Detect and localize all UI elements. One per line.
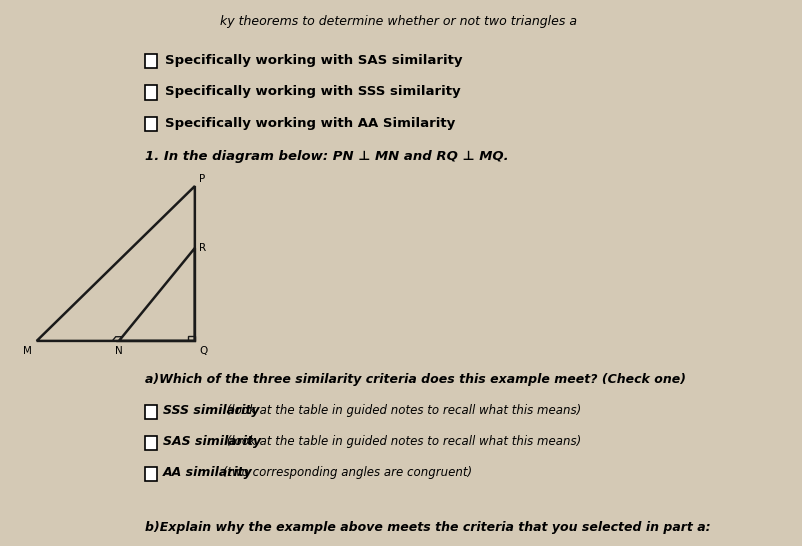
Text: (look at the table in guided notes to recall what this means): (look at the table in guided notes to re… <box>223 436 581 448</box>
Text: 1. In the diagram below: PN ⊥ MN and RQ ⊥ MQ.: 1. In the diagram below: PN ⊥ MN and RQ … <box>144 150 508 163</box>
FancyBboxPatch shape <box>144 405 156 419</box>
Text: ky theorems to determine whether or not two triangles a: ky theorems to determine whether or not … <box>220 15 577 28</box>
Text: Specifically working with SSS similarity: Specifically working with SSS similarity <box>164 85 460 98</box>
Text: a)Which of the three similarity criteria does this example meet? (Check one): a)Which of the three similarity criteria… <box>144 373 685 387</box>
Text: (two corresponding angles are congruent): (two corresponding angles are congruent) <box>218 466 472 479</box>
Text: AA similarity: AA similarity <box>163 466 253 479</box>
FancyBboxPatch shape <box>144 85 157 100</box>
Text: R: R <box>199 243 206 253</box>
FancyBboxPatch shape <box>144 54 157 68</box>
Text: Specifically working with AA Similarity: Specifically working with AA Similarity <box>164 116 455 129</box>
Text: SAS similarity: SAS similarity <box>163 436 261 448</box>
FancyBboxPatch shape <box>144 467 156 481</box>
Text: b)Explain why the example above meets the criteria that you selected in part a:: b)Explain why the example above meets th… <box>144 521 710 533</box>
Text: N: N <box>115 346 123 356</box>
Text: (look at the table in guided notes to recall what this means): (look at the table in guided notes to re… <box>223 405 581 418</box>
Text: Q: Q <box>199 346 207 356</box>
Text: SSS similarity: SSS similarity <box>163 405 259 418</box>
FancyBboxPatch shape <box>144 436 156 450</box>
FancyBboxPatch shape <box>144 116 157 131</box>
Text: Specifically working with SAS similarity: Specifically working with SAS similarity <box>164 54 462 67</box>
Text: P: P <box>199 174 205 184</box>
Text: M: M <box>23 346 32 356</box>
